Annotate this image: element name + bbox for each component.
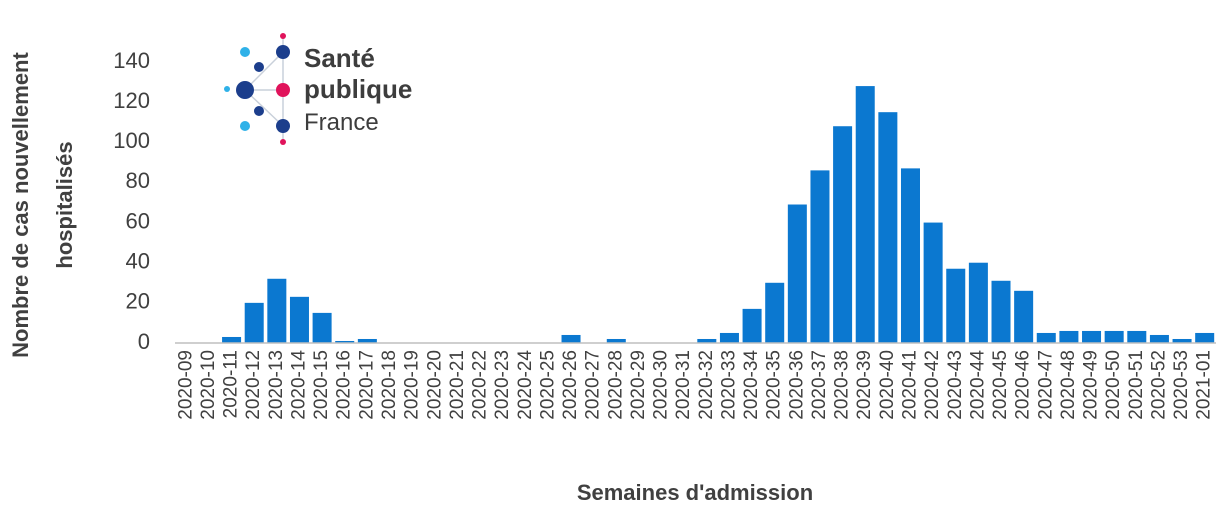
x-tick-label: 2020-37	[809, 350, 830, 420]
bar	[267, 278, 287, 343]
y-tick-label: 100	[113, 128, 150, 153]
x-tick-label: 2020-15	[311, 350, 332, 420]
bar	[833, 126, 853, 343]
x-tick-label: 2020-18	[379, 350, 400, 420]
x-tick-label: 2020-45	[990, 350, 1011, 420]
bar	[222, 336, 242, 343]
bar	[697, 338, 717, 343]
bar	[1172, 338, 1192, 343]
x-tick-label: 2020-23	[492, 350, 513, 420]
x-tick-label: 2020-47	[1035, 350, 1056, 420]
x-tick-label: 2020-13	[266, 350, 287, 420]
x-tick-label: 2020-22	[470, 350, 491, 420]
bar	[312, 312, 332, 343]
x-tick-label: 2020-53	[1171, 350, 1192, 420]
bar	[878, 112, 898, 343]
x-tick-label: 2020-40	[877, 350, 898, 420]
y-tick-label: 140	[113, 48, 150, 73]
x-tick-label: 2020-29	[628, 350, 649, 420]
x-tick-label: 2020-16	[334, 350, 355, 420]
x-tick-label: 2020-17	[356, 350, 377, 420]
x-tick-label: 2020-30	[651, 350, 672, 420]
y-axis-label: hospitalisés	[52, 141, 77, 268]
x-tick-label: 2020-36	[786, 350, 807, 420]
x-tick-label: 2020-49	[1081, 350, 1102, 420]
bar	[968, 262, 988, 343]
bar	[1104, 330, 1124, 343]
bar	[719, 332, 739, 343]
x-tick-label: 2020-46	[1013, 350, 1034, 420]
bar	[900, 168, 920, 343]
x-tick-label: 2020-09	[175, 350, 196, 420]
x-tick-label: 2020-38	[832, 350, 853, 420]
bar	[1059, 330, 1079, 343]
x-tick-label: 2020-24	[515, 350, 536, 420]
x-tick-label: 2020-52	[1148, 350, 1169, 420]
logo: Santé publique France	[224, 33, 412, 145]
x-tick-label: 2020-50	[1103, 350, 1124, 420]
x-tick-label: 2020-44	[967, 350, 988, 420]
bar	[244, 302, 264, 343]
x-tick-label: 2020-43	[945, 350, 966, 420]
bar	[810, 170, 830, 343]
x-tick-label: 2020-34	[741, 350, 762, 420]
x-tick-label: 2020-35	[764, 350, 785, 420]
bar	[335, 340, 355, 343]
x-tick-label: 2020-21	[447, 350, 468, 420]
x-tick-label: 2020-31	[673, 350, 694, 420]
x-axis-label: Semaines d'admission	[577, 480, 813, 505]
x-tick-label: 2021-01	[1194, 350, 1215, 420]
x-tick-label: 2020-20	[424, 350, 445, 420]
bar	[923, 222, 943, 343]
bar	[1014, 290, 1034, 343]
x-tick-label: 2020-10	[198, 350, 219, 420]
bar	[946, 268, 966, 343]
logo-text: publique	[304, 74, 412, 104]
x-tick-label: 2020-11	[221, 350, 242, 418]
x-tick-label: 2020-33	[718, 350, 739, 420]
y-tick-label: 120	[113, 88, 150, 113]
y-axis-label: Nombre de cas nouvellement	[8, 52, 33, 358]
bar	[742, 308, 762, 343]
y-tick-label: 40	[126, 249, 150, 274]
y-tick-label: 80	[126, 168, 150, 193]
y-tick-label: 20	[126, 289, 150, 314]
bar	[1082, 330, 1102, 343]
x-tick-label: 2020-39	[854, 350, 875, 420]
bar	[1149, 334, 1169, 343]
logo-text: France	[304, 109, 379, 136]
bar	[357, 338, 377, 343]
x-tick-label: 2020-48	[1058, 350, 1079, 420]
x-tick-label: 2020-32	[696, 350, 717, 420]
x-tick-label: 2020-41	[900, 350, 921, 420]
bar	[289, 296, 309, 343]
x-tick-label: 2020-28	[605, 350, 626, 420]
bar	[765, 282, 785, 343]
bar	[1195, 332, 1215, 343]
bar	[991, 280, 1011, 343]
x-tick-label: 2020-42	[922, 350, 943, 420]
logo-text: Santé	[304, 43, 375, 73]
x-tick-label: 2020-51	[1126, 350, 1147, 420]
x-tick-label: 2020-26	[560, 350, 581, 420]
x-tick-label: 2020-14	[288, 350, 309, 420]
x-tick-label: 2020-27	[583, 350, 604, 420]
x-tick-label: 2020-12	[243, 350, 264, 420]
bar	[561, 334, 581, 343]
bar	[606, 338, 626, 343]
bar	[1127, 330, 1147, 343]
y-tick-label: 0	[138, 329, 150, 354]
x-tick-label: 2020-25	[537, 350, 558, 420]
x-tick-label: 2020-19	[402, 350, 423, 420]
bar	[1036, 332, 1056, 343]
y-tick-label: 60	[126, 208, 150, 233]
bar	[855, 86, 875, 343]
bar	[787, 204, 807, 343]
